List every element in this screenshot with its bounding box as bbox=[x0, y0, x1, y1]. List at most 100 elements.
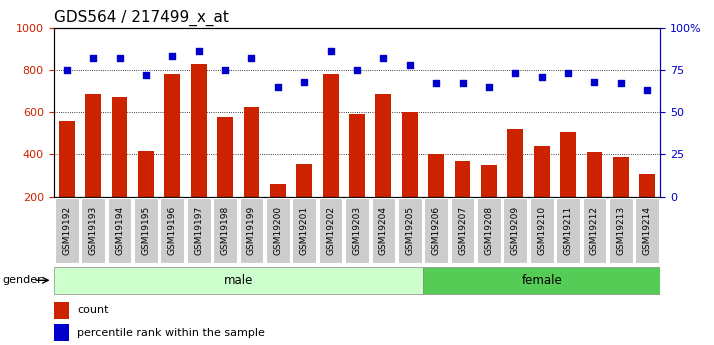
Bar bbox=[635, 198, 659, 263]
Text: GSM19197: GSM19197 bbox=[194, 206, 203, 255]
Text: GSM19214: GSM19214 bbox=[643, 206, 652, 255]
Bar bbox=[270, 184, 286, 197]
Bar bbox=[138, 151, 154, 197]
Point bbox=[536, 74, 548, 79]
Text: GSM19199: GSM19199 bbox=[247, 206, 256, 255]
Bar bbox=[81, 198, 105, 263]
Bar bbox=[240, 198, 263, 263]
Text: gender: gender bbox=[3, 275, 42, 285]
Bar bbox=[55, 198, 79, 263]
Bar bbox=[134, 198, 158, 263]
Point bbox=[298, 79, 310, 85]
Bar bbox=[424, 198, 448, 263]
Bar bbox=[587, 152, 603, 197]
Bar bbox=[613, 157, 629, 197]
Point bbox=[351, 67, 363, 72]
Point bbox=[404, 62, 416, 68]
Bar bbox=[108, 198, 131, 263]
Text: GSM19206: GSM19206 bbox=[432, 206, 441, 255]
Bar bbox=[323, 74, 338, 197]
Bar bbox=[609, 198, 633, 263]
Text: GSM19203: GSM19203 bbox=[353, 206, 361, 255]
Text: GSM19201: GSM19201 bbox=[300, 206, 308, 255]
Point bbox=[431, 81, 442, 86]
Point bbox=[87, 55, 99, 61]
Bar bbox=[451, 198, 474, 263]
Point bbox=[246, 55, 257, 61]
Text: GSM19212: GSM19212 bbox=[590, 206, 599, 255]
Bar bbox=[477, 198, 501, 263]
Point bbox=[219, 67, 231, 72]
Point bbox=[589, 79, 600, 85]
Bar bbox=[371, 198, 396, 263]
Point bbox=[378, 55, 389, 61]
Bar bbox=[296, 164, 312, 197]
Bar bbox=[402, 112, 418, 197]
Point bbox=[615, 81, 627, 86]
Bar bbox=[85, 94, 101, 197]
Text: female: female bbox=[521, 274, 562, 287]
Bar bbox=[217, 117, 233, 197]
Text: GSM19204: GSM19204 bbox=[379, 206, 388, 255]
Text: GSM19198: GSM19198 bbox=[221, 206, 230, 255]
Text: GDS564 / 217499_x_at: GDS564 / 217499_x_at bbox=[54, 10, 228, 26]
Point bbox=[114, 55, 125, 61]
Bar bbox=[54, 324, 69, 341]
Text: GSM19194: GSM19194 bbox=[115, 206, 124, 255]
Text: GSM19207: GSM19207 bbox=[458, 206, 467, 255]
Bar bbox=[349, 114, 365, 197]
Bar bbox=[508, 129, 523, 197]
Bar bbox=[583, 198, 606, 263]
Bar bbox=[428, 155, 444, 197]
Bar bbox=[530, 198, 553, 263]
Bar bbox=[534, 146, 550, 197]
Bar bbox=[266, 198, 290, 263]
Point bbox=[483, 84, 495, 89]
Text: percentile rank within the sample: percentile rank within the sample bbox=[77, 327, 265, 337]
Bar bbox=[376, 94, 391, 197]
Bar bbox=[191, 63, 206, 197]
Bar bbox=[54, 267, 423, 294]
Bar bbox=[54, 302, 69, 319]
Bar bbox=[556, 198, 580, 263]
Point bbox=[325, 49, 336, 54]
Bar bbox=[345, 198, 369, 263]
Bar bbox=[423, 267, 660, 294]
Bar bbox=[292, 198, 316, 263]
Bar bbox=[161, 198, 184, 263]
Point bbox=[140, 72, 151, 78]
Text: GSM19205: GSM19205 bbox=[406, 206, 414, 255]
Bar bbox=[164, 74, 180, 197]
Text: GSM19208: GSM19208 bbox=[484, 206, 493, 255]
Point bbox=[563, 70, 574, 76]
Bar bbox=[639, 175, 655, 197]
Bar bbox=[59, 120, 75, 197]
Point bbox=[457, 81, 468, 86]
Bar bbox=[111, 97, 127, 197]
Bar bbox=[187, 198, 211, 263]
Text: GSM19195: GSM19195 bbox=[141, 206, 151, 255]
Bar bbox=[481, 165, 497, 197]
Text: count: count bbox=[77, 305, 109, 315]
Text: GSM19202: GSM19202 bbox=[326, 206, 335, 255]
Text: GSM19192: GSM19192 bbox=[62, 206, 71, 255]
Text: GSM19211: GSM19211 bbox=[563, 206, 573, 255]
Point bbox=[166, 53, 178, 59]
Point bbox=[272, 84, 283, 89]
Text: GSM19196: GSM19196 bbox=[168, 206, 177, 255]
Text: GSM19209: GSM19209 bbox=[511, 206, 520, 255]
Bar bbox=[243, 107, 259, 197]
Text: GSM19193: GSM19193 bbox=[89, 206, 98, 255]
Bar bbox=[503, 198, 527, 263]
Point bbox=[193, 49, 204, 54]
Bar bbox=[213, 198, 237, 263]
Bar bbox=[398, 198, 422, 263]
Text: GSM19200: GSM19200 bbox=[273, 206, 282, 255]
Bar bbox=[560, 132, 576, 197]
Text: GSM19213: GSM19213 bbox=[616, 206, 625, 255]
Text: GSM19210: GSM19210 bbox=[537, 206, 546, 255]
Point bbox=[61, 67, 72, 72]
Point bbox=[510, 70, 521, 76]
Bar bbox=[455, 161, 471, 197]
Point bbox=[642, 87, 653, 93]
